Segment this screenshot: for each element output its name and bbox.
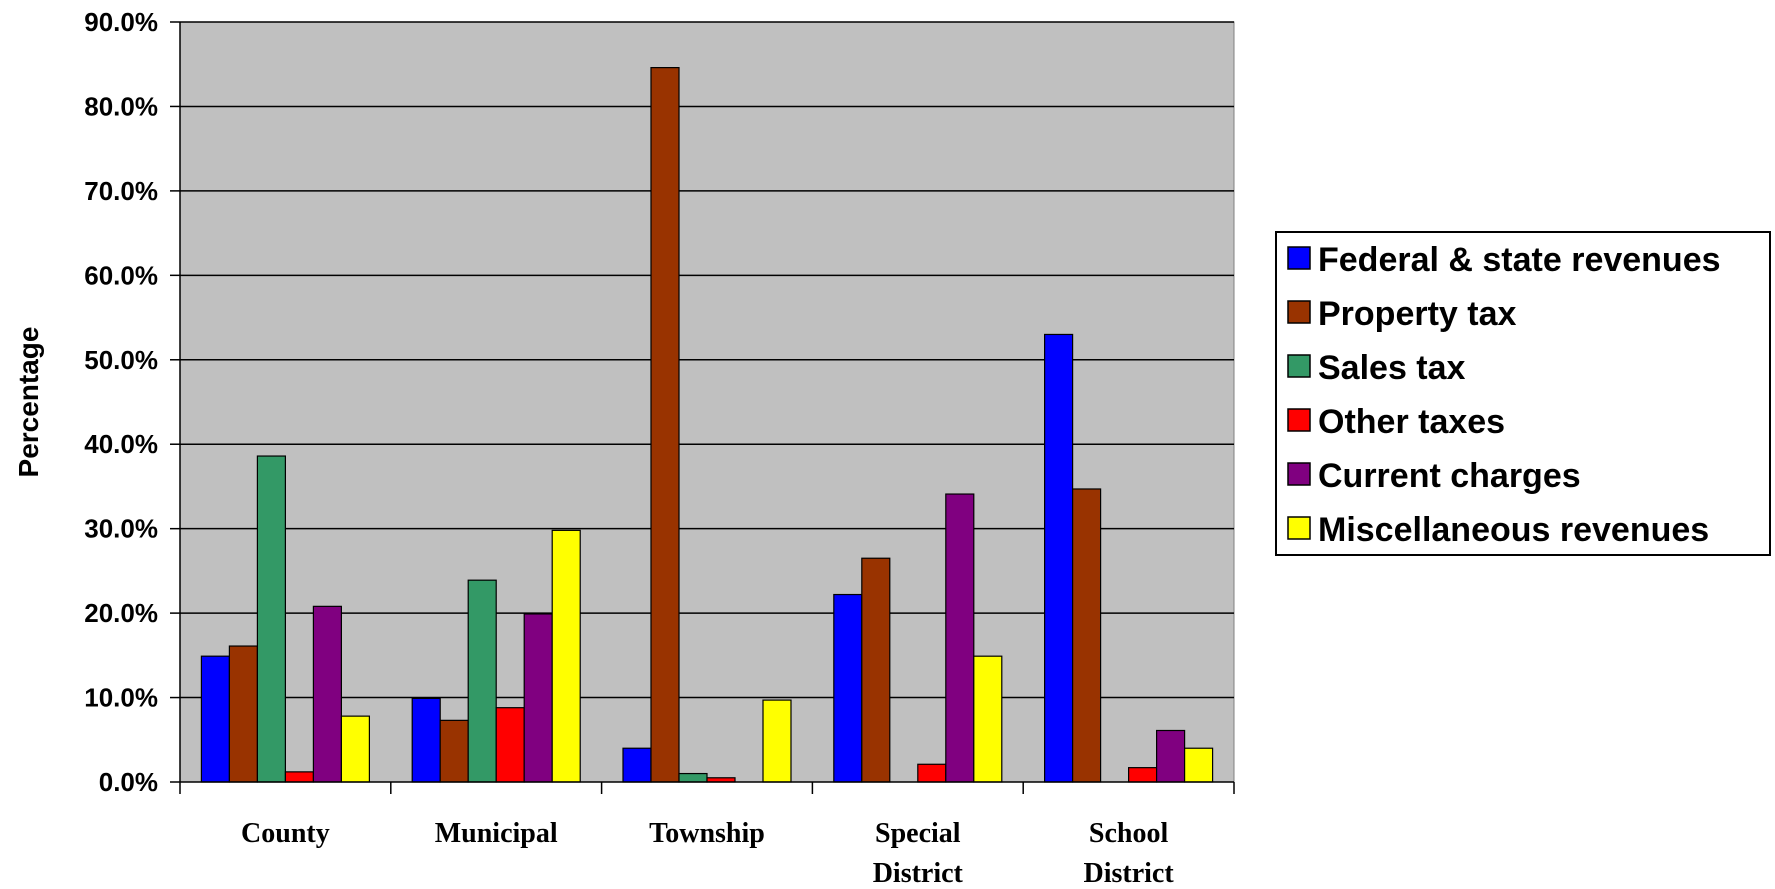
legend-label: Federal & state revenues [1318,241,1721,279]
legend-label: Miscellaneous revenues [1318,511,1709,549]
y-tick-label: 90.0% [84,7,158,37]
legend-box [1275,231,1771,556]
bars [200,66,1214,783]
x-category-label: Special [875,818,961,849]
legend-swatch [1287,516,1311,540]
bar [1183,747,1214,783]
legend-swatch [1287,462,1311,486]
bar [1043,333,1074,783]
x-category-label: Township [649,818,765,849]
bar [622,747,652,783]
legend-label: Sales tax [1318,349,1466,387]
legend-swatch [1287,354,1311,378]
y-tick-label: 50.0% [84,345,158,375]
y-tick-label: 0.0% [99,767,158,797]
bar [650,66,680,783]
bar [1071,488,1102,783]
bar [1155,729,1186,783]
y-axis-label: Percentage [13,327,44,478]
x-category-labels: County Municipal Township Special District Sc… [241,818,1174,889]
legend-swatch [1287,408,1311,432]
axes [170,21,1235,794]
bar [551,529,581,783]
legend-label: Other taxes [1318,403,1505,441]
bar [467,579,497,783]
bar [762,699,792,783]
bar [200,655,230,783]
bar [945,493,975,783]
legend: Federal & state revenues Property tax Sale… [1275,231,1771,556]
bar [523,613,553,783]
y-tick-label: 40.0% [84,429,158,459]
bar [861,557,891,783]
x-category-label: District [873,858,964,889]
bar [284,771,314,783]
legend-swatch [1287,246,1311,270]
bar [256,455,286,783]
legend-swatch [1287,300,1311,324]
bar [1127,767,1158,783]
x-category-label: Municipal [435,818,558,849]
x-category-label: School [1089,818,1169,849]
legend-label: Property tax [1318,295,1516,333]
bar [833,593,863,783]
bar [495,707,525,783]
bar [228,645,258,783]
y-tick-label: 10.0% [84,683,158,713]
bar [678,772,708,783]
bar [917,763,947,783]
y-tick-label: 30.0% [84,514,158,544]
bar [312,605,342,783]
y-tick-label: 20.0% [84,598,158,628]
y-tick-labels: 0.0% 10.0% 20.0% 30.0% 40.0% 50.0% 60.0% 70.0% 8… [84,7,158,797]
x-category-label: County [241,818,330,849]
y-tick-label: 70.0% [84,176,158,206]
bar [439,719,469,783]
bar [411,697,441,783]
x-category-label: District [1084,858,1175,889]
y-tick-label: 60.0% [84,260,158,290]
bar [340,715,370,783]
y-tick-label: 80.0% [84,91,158,121]
legend-label: Current charges [1318,457,1581,495]
bar [973,655,1003,783]
